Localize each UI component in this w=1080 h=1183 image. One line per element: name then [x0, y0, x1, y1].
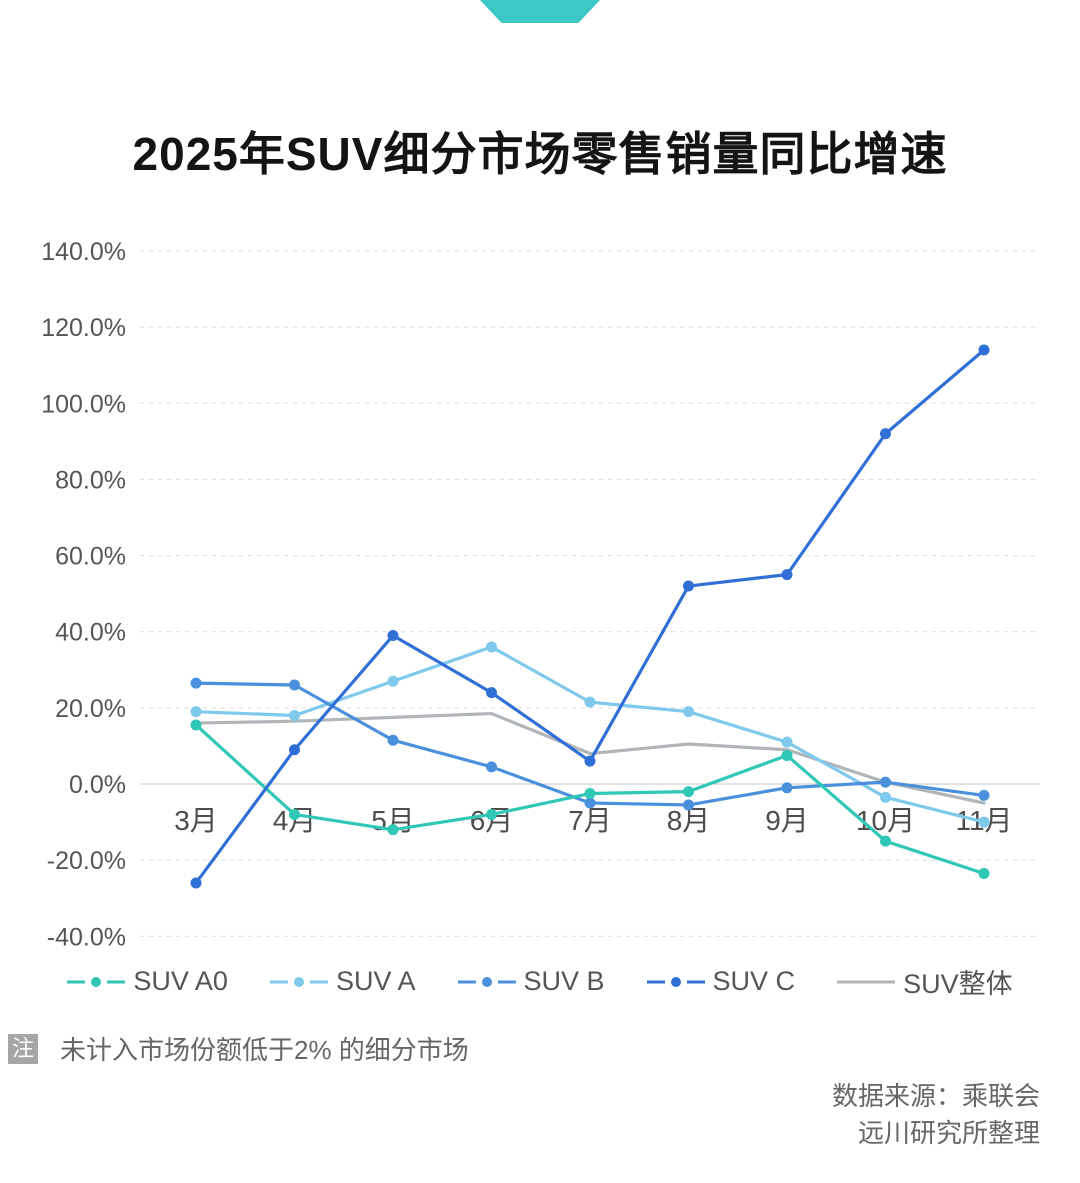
data-source: 数据来源：乘联会 远川研究所整理: [832, 1078, 1040, 1152]
legend-label: SUV整体: [903, 969, 1013, 999]
data-point: [289, 679, 300, 691]
chart-legend: SUV A0 SUV A SUV B SUV C SUV整体: [0, 962, 1080, 1001]
legend-item-suv-a0: SUV A0: [67, 966, 228, 997]
data-point: [978, 816, 990, 828]
data-point: [880, 835, 891, 847]
x-axis-tick-label: 7月: [568, 805, 612, 836]
data-point: [387, 824, 399, 836]
data-point: [584, 755, 596, 767]
data-point: [978, 344, 990, 356]
data-point: [880, 791, 891, 803]
data-point: [387, 630, 399, 642]
legend-item-suv整体: SUV整体: [837, 962, 1013, 1001]
legend-swatch-icon: [269, 976, 328, 987]
data-point: [683, 706, 694, 718]
y-axis-tick-label: 80.0%: [55, 466, 126, 494]
y-axis-tick-label: -20.0%: [47, 847, 126, 875]
legend-swatch-icon: [67, 976, 126, 987]
x-axis-tick-label: 10月: [856, 805, 915, 836]
data-point: [190, 677, 202, 689]
legend-swatch-icon: [457, 976, 516, 987]
legend-dot: [91, 976, 102, 987]
data-point: [978, 789, 990, 801]
y-axis-tick-label: 60.0%: [55, 543, 126, 571]
note-text: 未计入市场份额低于2% 的细分市场: [60, 1035, 469, 1065]
chart-title: 2025年SUV细分市场零售销量同比增速: [132, 128, 948, 180]
legend-item-suv-b: SUV B: [457, 966, 605, 997]
y-axis-tick-label: 0.0%: [69, 771, 126, 799]
data-point: [190, 706, 202, 718]
legend-label: SUV A: [335, 966, 416, 996]
data-point: [486, 641, 497, 653]
data-source-line1: 数据来源：乘联会: [831, 1081, 1040, 1111]
y-axis-tick-label: 20.0%: [55, 695, 126, 723]
data-point: [190, 877, 202, 889]
legend-label: SUV B: [523, 966, 605, 996]
data-point: [190, 719, 202, 731]
y-axis-tick-label: 100.0%: [41, 390, 126, 418]
data-point: [781, 736, 793, 748]
data-point: [781, 749, 793, 761]
legend-label: SUV A0: [133, 966, 228, 996]
data-point: [584, 797, 596, 809]
data-point: [683, 799, 694, 811]
data-point: [486, 761, 497, 773]
data-point: [289, 808, 300, 820]
line-chart: 140.0% 120.0% 100.0% 80.0% 60.0% 40.0% 20.0% 0.…: [41, 238, 1040, 951]
data-point: [978, 867, 990, 879]
data-point: [289, 709, 300, 721]
legend-item-suv-a: SUV A: [269, 966, 416, 997]
legend-item-suv-c: SUV C: [646, 966, 796, 997]
footnote: 注 未计入市场份额低于2% 的细分市场: [8, 1030, 469, 1067]
data-point: [584, 788, 596, 800]
data-point: [781, 782, 793, 794]
brand-ribbon-icon: [480, 0, 600, 23]
y-axis-tick-label: 40.0%: [55, 619, 126, 647]
y-axis-tick-label: -40.0%: [47, 923, 126, 951]
data-point: [289, 744, 300, 756]
legend-dot: [293, 976, 304, 987]
legend-dot: [481, 976, 492, 987]
data-point: [880, 428, 891, 440]
x-axis-tick-label: 3月: [174, 805, 218, 836]
data-point: [486, 808, 497, 820]
x-axis-tick-label: 9月: [765, 805, 809, 836]
y-axis-tick-label: 120.0%: [41, 314, 126, 342]
data-point: [387, 675, 399, 687]
y-axis-tick-label: 140.0%: [41, 238, 126, 266]
legend-label: SUV C: [712, 966, 796, 996]
data-point: [880, 776, 891, 788]
data-point: [781, 569, 793, 581]
data-point: [584, 696, 596, 708]
note-badge: 注: [8, 1033, 38, 1064]
data-source-line2: 远川研究所整理: [857, 1118, 1040, 1148]
legend-swatch-icon: [837, 980, 896, 983]
series-line-suv整体: [194, 711, 986, 805]
legend-dot: [670, 976, 681, 987]
data-point: [486, 687, 497, 699]
data-point: [387, 734, 399, 746]
data-point: [683, 580, 694, 592]
legend-swatch-icon: [646, 976, 705, 987]
data-point: [683, 786, 694, 798]
